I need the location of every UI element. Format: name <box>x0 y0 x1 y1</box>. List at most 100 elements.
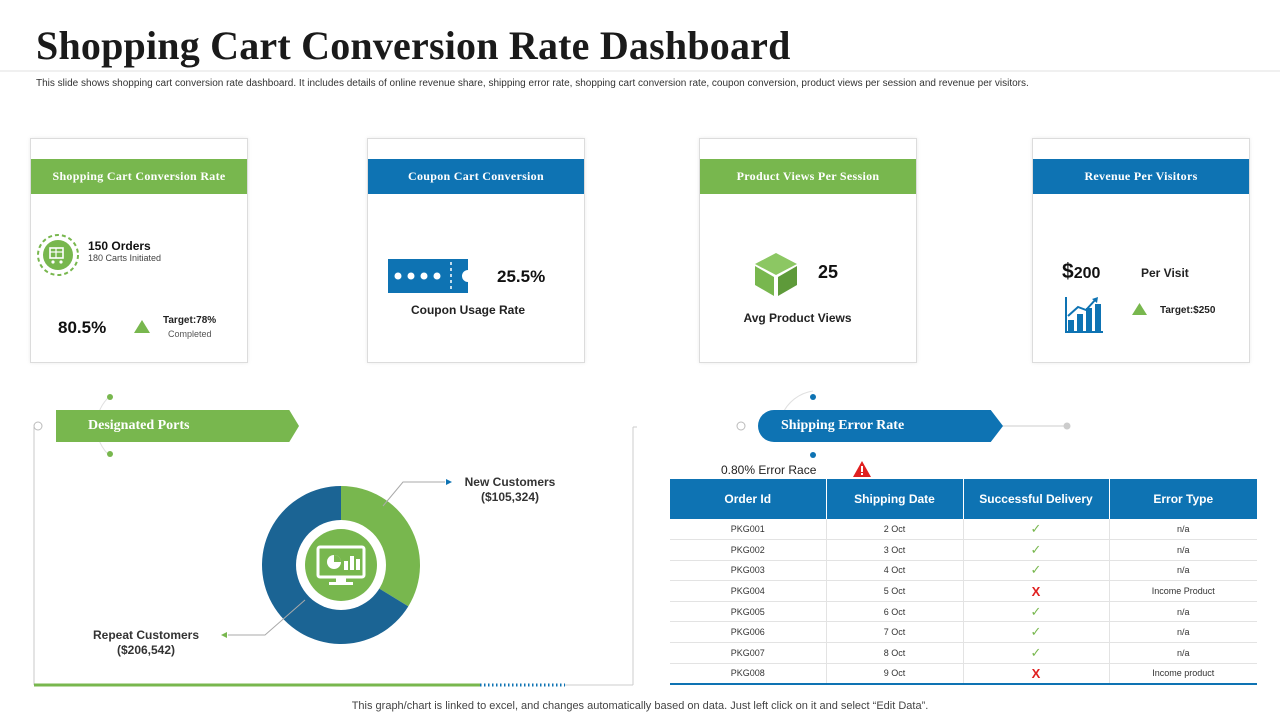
new-customers-label: New Customers ($105,324) <box>430 475 590 505</box>
designated-ports-ribbon: Designated Ports <box>56 410 299 442</box>
delivery-status-cell: ✓ <box>963 601 1110 623</box>
bar-chart-up-icon <box>1065 297 1103 333</box>
shipping-date-cell: 3 Oct <box>826 539 964 561</box>
shipping-date-cell: 8 Oct <box>826 642 964 664</box>
donut-leaders <box>221 479 452 638</box>
order-id-cell: PKG002 <box>670 539 827 561</box>
cart-status: Completed <box>168 329 212 339</box>
delivery-status-cell: ✓ <box>963 560 1110 582</box>
check-icon: ✓ <box>1030 644 1042 660</box>
product-views-header: Product Views Per Session <box>700 159 916 194</box>
table-row: PKG006 7 Oct ✓ n/a <box>670 621 1257 644</box>
revenue-header: Revenue Per Visitors <box>1033 159 1249 194</box>
table-row: PKG008 9 Oct X Income product <box>670 663 1257 685</box>
revenue-target: Target:$250 <box>1160 305 1216 316</box>
table-header-row: Order Id Shipping Date Successful Delive… <box>670 479 1257 519</box>
ports-connectors <box>33 394 637 687</box>
coupon-conversion-card: Coupon Cart Conversion 25.5% Coupon Usag… <box>367 138 585 363</box>
footer-note: This graph/chart is linked to excel, and… <box>351 700 929 712</box>
revenue-per-visit: Per Visit <box>1141 266 1189 280</box>
cart-target: Target:78% <box>163 315 217 326</box>
coupon-rate: 25.5% <box>497 267 546 286</box>
error-type-cell: Income product <box>1109 663 1257 685</box>
delivery-status-cell: X <box>963 580 1110 602</box>
column-header[interactable]: Order Id <box>670 479 827 519</box>
table-row: PKG003 4 Oct ✓ n/a <box>670 560 1257 582</box>
page-subtitle: This slide shows shopping cart conversio… <box>36 78 1029 89</box>
order-id-cell: PKG001 <box>670 519 827 541</box>
check-icon: ✓ <box>1030 603 1042 619</box>
coupon-usage-label: Coupon Usage Rate <box>410 303 525 317</box>
shipping-date-cell: 4 Oct <box>826 560 964 582</box>
cross-icon: X <box>1031 665 1041 681</box>
order-id-cell: PKG006 <box>670 621 827 644</box>
error-type-cell: n/a <box>1109 642 1257 664</box>
delivery-status-cell: ✓ <box>963 642 1110 664</box>
shipping-table: Order Id Shipping Date Successful Delive… <box>670 479 1257 685</box>
delivery-status-cell: ✓ <box>963 519 1110 541</box>
check-icon: ✓ <box>1030 562 1042 578</box>
monitor-chart-icon <box>316 545 366 585</box>
cart-conversion-rate: 80.5% <box>58 318 107 337</box>
column-header[interactable]: Error Type <box>1109 479 1257 519</box>
error-type-cell: n/a <box>1109 519 1257 541</box>
delivery-status-cell: ✓ <box>963 621 1110 644</box>
shipping-date-cell: 7 Oct <box>826 621 964 644</box>
table-row: PKG005 6 Oct ✓ n/a <box>670 601 1257 623</box>
check-icon: ✓ <box>1030 541 1042 557</box>
column-header[interactable]: Successful Delivery <box>963 479 1110 519</box>
cube-icon <box>755 253 797 296</box>
shipping-date-cell: 2 Oct <box>826 519 964 541</box>
column-header[interactable]: Shipping Date <box>826 479 964 519</box>
orders-count: 150 Orders <box>88 239 151 253</box>
delivery-status-cell: ✓ <box>963 539 1110 561</box>
carts-initiated: 180 Carts Initiated <box>88 253 162 263</box>
shipping-error-ribbon: Shipping Error Rate <box>758 410 1003 442</box>
table-row: PKG004 5 Oct X Income Product <box>670 580 1257 602</box>
new-customers-value: ($105,324) <box>480 490 540 504</box>
check-icon: ✓ <box>1030 521 1042 537</box>
cart-icon <box>37 234 79 276</box>
product-views-label: Avg Product Views <box>743 311 852 325</box>
repeat-customers-label: Repeat Customers ($206,542) <box>66 628 226 658</box>
check-icon: ✓ <box>1030 624 1042 640</box>
error-type-cell: n/a <box>1109 560 1257 582</box>
cross-icon: X <box>1031 583 1041 599</box>
shipping-date-cell: 9 Oct <box>826 663 964 685</box>
ports-donut-chart[interactable] <box>250 475 450 675</box>
up-triangle-icon <box>1132 303 1147 315</box>
error-type-cell: n/a <box>1109 539 1257 561</box>
product-views-value: 25 <box>818 262 839 282</box>
revenue-card: Revenue Per Visitors $200 Per Visit Targ… <box>1032 138 1250 363</box>
order-id-cell: PKG003 <box>670 560 827 582</box>
order-id-cell: PKG007 <box>670 642 827 664</box>
new-customers-title: New Customers <box>464 475 556 489</box>
shipping-date-cell: 6 Oct <box>826 601 964 623</box>
cart-conversion-header: Shopping Cart Conversion Rate <box>31 159 247 194</box>
error-type-cell: n/a <box>1109 621 1257 644</box>
title-divider <box>0 70 1280 72</box>
revenue-value: $200 <box>1062 260 1100 284</box>
cart-conversion-card: Shopping Cart Conversion Rate 150 Orders… <box>30 138 248 363</box>
table-row: PKG007 8 Oct ✓ n/a <box>670 642 1257 664</box>
warning-icon <box>853 461 871 477</box>
coupon-conversion-header: Coupon Cart Conversion <box>368 159 584 194</box>
error-type-cell: Income Product <box>1109 580 1257 602</box>
currency-symbol: $ <box>1062 260 1074 283</box>
order-id-cell: PKG008 <box>670 663 827 685</box>
order-id-cell: PKG005 <box>670 601 827 623</box>
shipping-date-cell: 5 Oct <box>826 580 964 602</box>
delivery-status-cell: X <box>963 663 1110 685</box>
product-views-card: Product Views Per Session 25 Avg Product… <box>699 138 917 363</box>
repeat-customers-title: Repeat Customers <box>92 628 200 642</box>
order-id-cell: PKG004 <box>670 580 827 602</box>
revenue-amount: 200 <box>1073 265 1101 282</box>
repeat-customers-value: ($206,542) <box>116 643 176 657</box>
error-rate-text: 0.80% Error Race <box>721 463 817 477</box>
up-triangle-icon <box>134 320 150 333</box>
page-title: Shopping Cart Conversion Rate Dashboard <box>36 23 791 68</box>
table-row: PKG001 2 Oct ✓ n/a <box>670 519 1257 541</box>
coupon-icon <box>388 259 468 293</box>
table-row: PKG002 3 Oct ✓ n/a <box>670 539 1257 561</box>
error-type-cell: n/a <box>1109 601 1257 623</box>
